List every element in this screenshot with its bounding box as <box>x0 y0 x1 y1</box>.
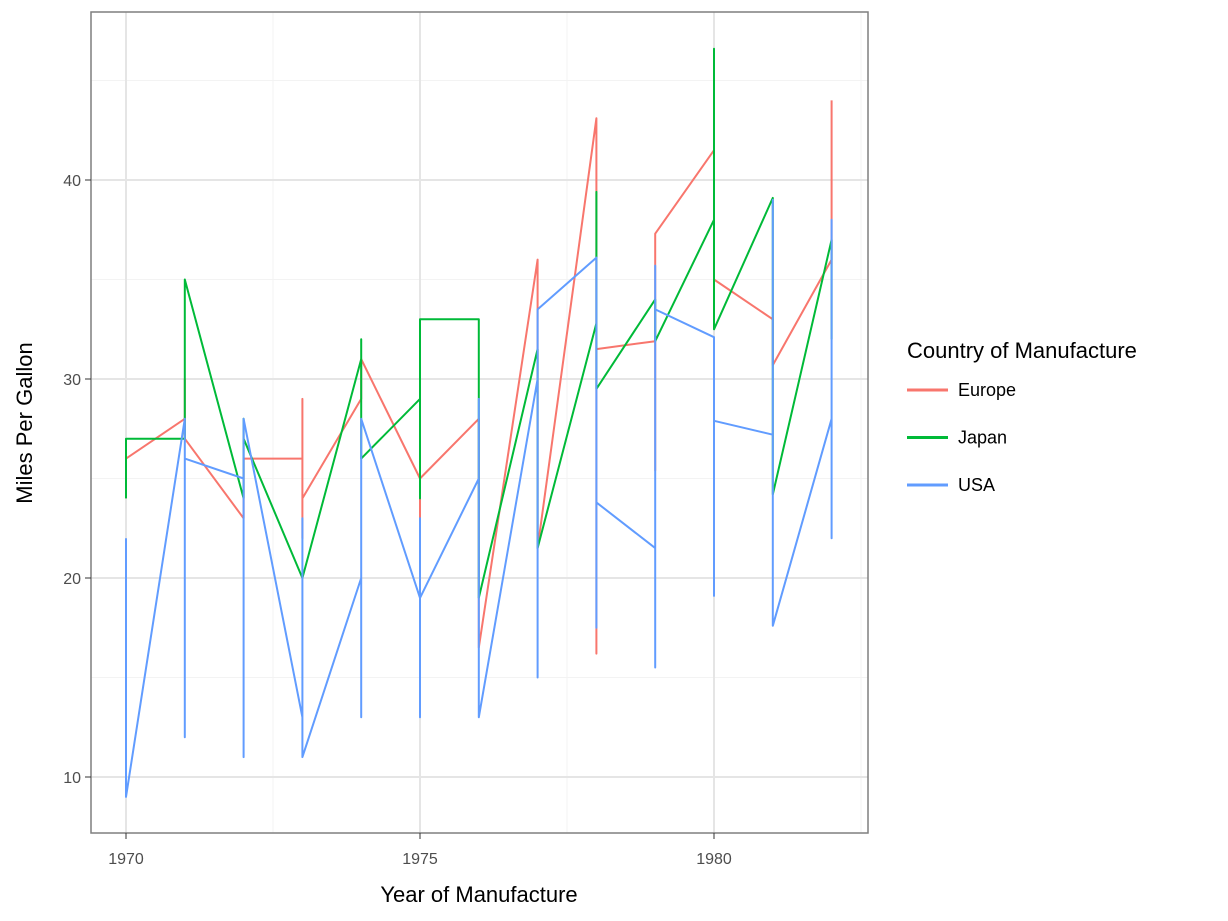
legend-title: Country of Manufacture <box>907 338 1137 363</box>
legend-item-usa: USA <box>907 475 995 495</box>
x-tick-label: 1975 <box>402 851 438 868</box>
panel-border <box>90 11 869 834</box>
y-axis-title: Miles Per Gallon <box>12 342 37 503</box>
y-tick-label: 10 <box>63 770 81 787</box>
axis-ticks: 1970 1975 1980 10 20 30 40 <box>63 173 732 868</box>
x-tick-label: 1970 <box>108 851 144 868</box>
x-axis-title: Year of Manufacture <box>380 882 577 907</box>
legend-label: USA <box>958 475 995 495</box>
y-tick-label: 20 <box>63 571 81 588</box>
legend-label: Japan <box>958 428 1007 448</box>
x-tick-label: 1980 <box>696 851 732 868</box>
legend: Country of Manufacture Europe Japan USA <box>907 338 1137 495</box>
legend-item-japan: Japan <box>907 428 1007 448</box>
y-tick-label: 40 <box>63 173 81 190</box>
series-line-usa <box>125 198 833 798</box>
legend-item-europe: Europe <box>907 380 1016 400</box>
series-lines <box>125 47 833 798</box>
y-tick-label: 30 <box>63 372 81 389</box>
legend-label: Europe <box>958 380 1016 400</box>
